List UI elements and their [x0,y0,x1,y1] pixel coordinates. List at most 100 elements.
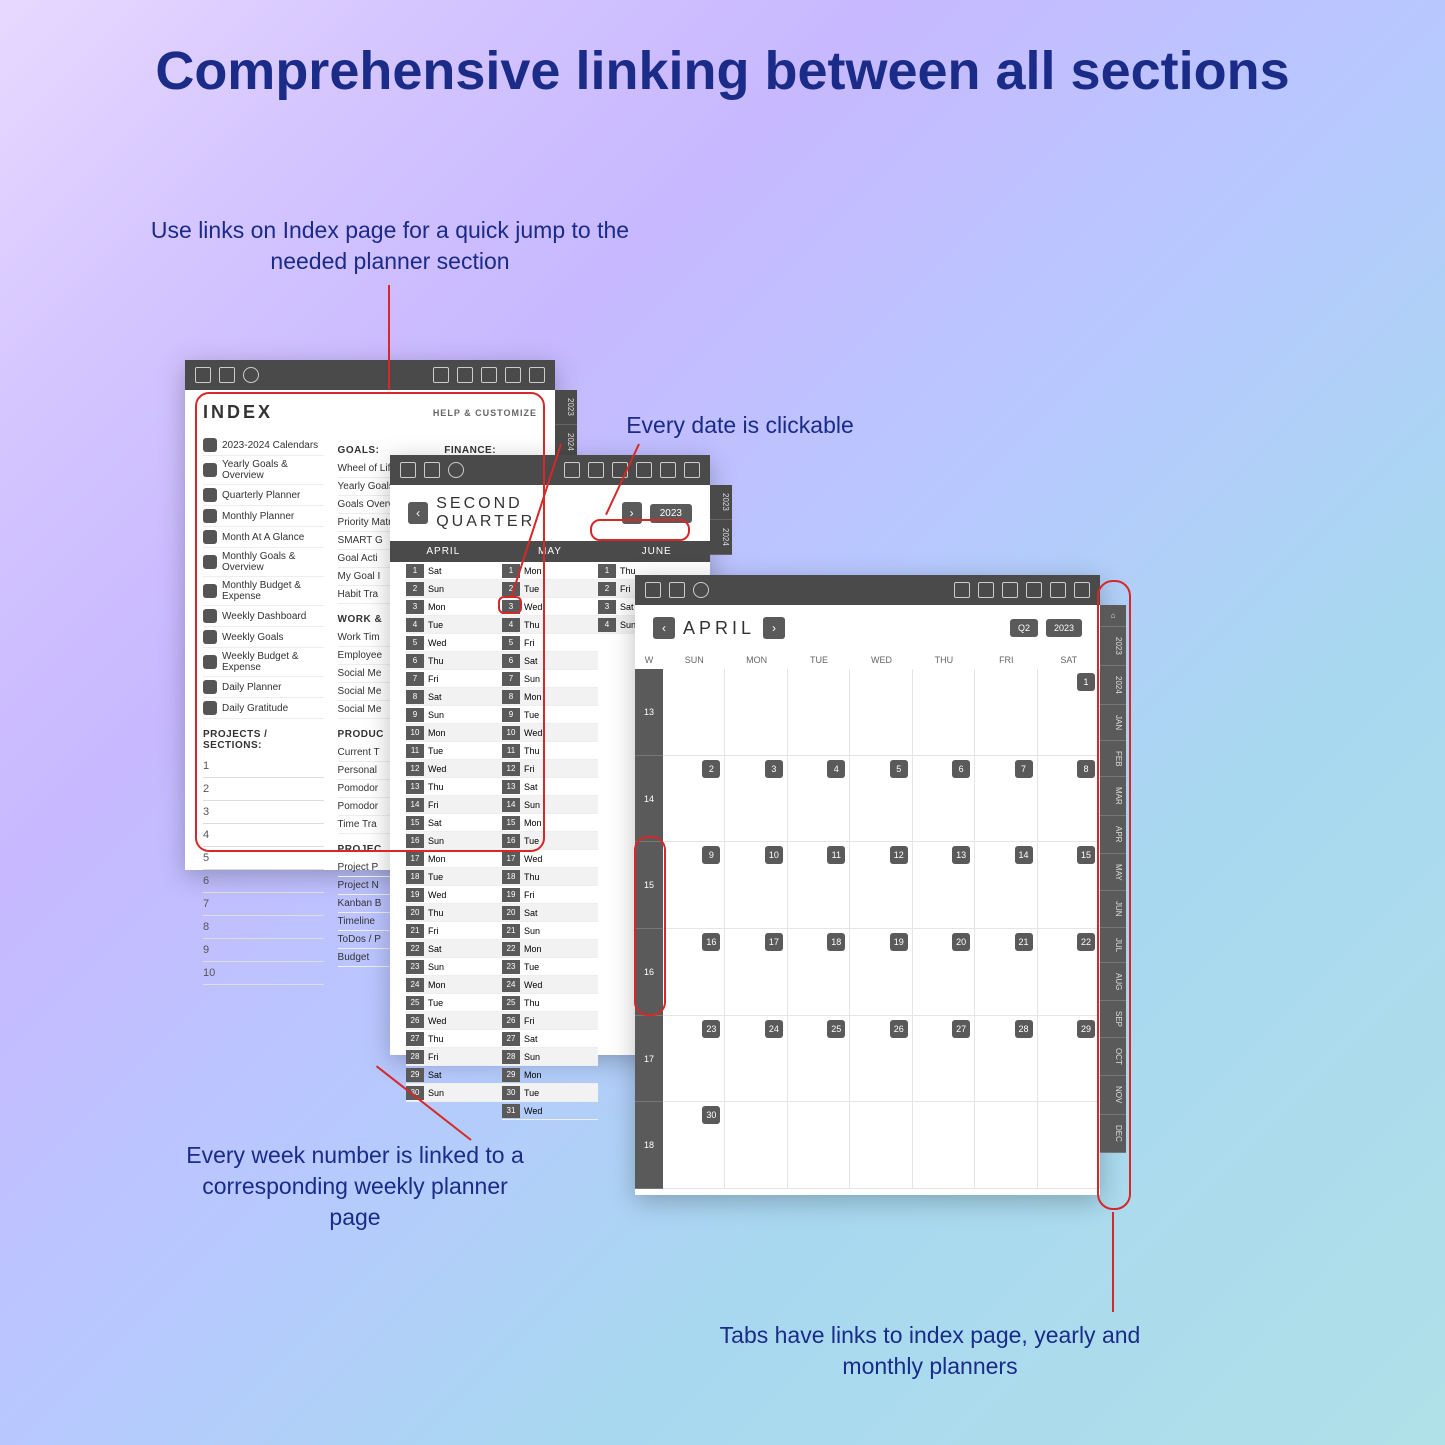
quarter-day[interactable]: 18Tue [406,868,502,886]
month-side-tab[interactable]: JUL [1100,928,1126,963]
index-item[interactable]: Quarterly Planner [203,485,324,506]
grid-icon[interactable] [424,462,440,478]
quarter-day[interactable]: 17Mon [406,850,502,868]
quarter-day[interactable]: 11Thu [502,742,598,760]
quarter-day[interactable]: 29Sat [406,1066,502,1084]
quarter-day[interactable]: 9Sun [406,706,502,724]
prev-quarter-button[interactable]: ‹ [408,502,428,524]
quarter-day[interactable]: 21Fri [406,922,502,940]
quarter-day[interactable]: 17Wed [502,850,598,868]
month-side-tab[interactable]: APR [1100,816,1126,853]
quarter-day[interactable]: 22Sat [406,940,502,958]
month-cell[interactable]: 10 [725,842,787,929]
month-cell[interactable]: 4 [788,756,850,843]
month-cell[interactable] [975,1102,1037,1189]
y-icon[interactable] [954,582,970,598]
month-side-tab[interactable]: JUN [1100,891,1126,928]
month-side-tab[interactable]: MAY [1100,854,1126,892]
q-icon[interactable] [588,462,604,478]
quarter-day[interactable]: 7Sun [502,670,598,688]
quarter-day[interactable]: 20Sat [502,904,598,922]
month-cell[interactable]: 9 [663,842,725,929]
month-cell[interactable]: 29 [1038,1016,1100,1103]
month-cell[interactable] [663,669,725,756]
quarter-day[interactable]: 23Sun [406,958,502,976]
month-cell[interactable] [850,669,912,756]
index-item[interactable]: Daily Gratitude [203,698,324,719]
quarter-day[interactable]: 31Wed [502,1102,598,1120]
month-cell[interactable]: 15 [1038,842,1100,929]
project-line[interactable]: 8 [203,916,324,939]
month-cell[interactable]: 23 [663,1016,725,1103]
month-side-tab[interactable]: 2024 [1100,666,1126,705]
month-cell[interactable]: 6 [913,756,975,843]
quarter-day[interactable]: 16Tue [502,832,598,850]
quarter-year-badge[interactable]: 2023 [650,504,692,523]
quarter-day[interactable]: 21Sun [502,922,598,940]
quarter-day[interactable]: 6Sat [502,652,598,670]
quarter-day[interactable]: 15Sat [406,814,502,832]
month-cell[interactable]: 3 [725,756,787,843]
month-cell[interactable]: 7 [975,756,1037,843]
m-icon[interactable] [612,462,628,478]
month-cell[interactable]: 20 [913,929,975,1016]
quarter-badge[interactable]: Q2 [1010,619,1038,637]
side-tab[interactable]: 2024 [710,520,732,555]
week-number[interactable]: 14 [635,756,663,843]
quarter-day[interactable]: 26Wed [406,1012,502,1030]
quarter-day[interactable]: 5Fri [502,634,598,652]
month-cell[interactable] [913,1102,975,1189]
quarter-day[interactable]: 13Sat [502,778,598,796]
w-icon[interactable] [1026,582,1042,598]
prev-month-button[interactable]: ‹ [653,617,675,639]
month-cell[interactable]: 13 [913,842,975,929]
week-number[interactable]: 15 [635,842,663,929]
side-tab[interactable]: 2023 [555,390,577,425]
project-line[interactable]: 3 [203,801,324,824]
quarter-month-tab[interactable]: APRIL [390,541,497,562]
quarter-day[interactable]: 12Fri [502,760,598,778]
month-cell[interactable]: 21 [975,929,1037,1016]
next-month-button[interactable]: › [763,617,785,639]
next-quarter-button[interactable]: › [622,502,642,524]
quarter-day[interactable]: 29Mon [502,1066,598,1084]
quarter-day[interactable]: 10Mon [406,724,502,742]
grid-icon[interactable] [219,367,235,383]
month-cell[interactable]: 18 [788,929,850,1016]
quarter-day[interactable]: 25Tue [406,994,502,1012]
quarter-day[interactable]: 30Tue [502,1084,598,1102]
quarter-day[interactable]: 1Sat [406,562,502,580]
quarter-day[interactable]: 30Sun [406,1084,502,1102]
index-item[interactable]: Monthly Planner [203,506,324,527]
quarter-day[interactable]: 22Mon [502,940,598,958]
month-cell[interactable] [913,669,975,756]
project-line[interactable]: 4 [203,824,324,847]
quarter-day[interactable]: 7Fri [406,670,502,688]
y-icon[interactable] [433,367,449,383]
quarter-month-tab[interactable]: JUNE [603,541,710,562]
week-number[interactable]: 13 [635,669,663,756]
project-line[interactable]: 5 [203,847,324,870]
quarter-day[interactable]: 2Sun [406,580,502,598]
month-cell[interactable] [850,1102,912,1189]
month-cell[interactable]: 19 [850,929,912,1016]
project-line[interactable]: 7 [203,893,324,916]
m-icon[interactable] [481,367,497,383]
month-side-tab[interactable]: OCT [1100,1038,1126,1076]
index-item[interactable]: Weekly Goals [203,627,324,648]
d-icon[interactable] [660,462,676,478]
quarter-day[interactable]: 27Sat [502,1030,598,1048]
quarter-day[interactable]: 19Wed [406,886,502,904]
check-icon[interactable] [693,582,709,598]
project-line[interactable]: 6 [203,870,324,893]
quarter-day[interactable]: 15Mon [502,814,598,832]
month-cell[interactable]: 16 [663,929,725,1016]
quarter-day[interactable]: 8Sat [406,688,502,706]
month-cell[interactable] [725,1102,787,1189]
quarter-day[interactable]: 1Mon [502,562,598,580]
w-icon[interactable] [505,367,521,383]
q-icon[interactable] [978,582,994,598]
month-cell[interactable]: 2 [663,756,725,843]
home-icon[interactable] [645,582,661,598]
back-icon[interactable] [684,462,700,478]
